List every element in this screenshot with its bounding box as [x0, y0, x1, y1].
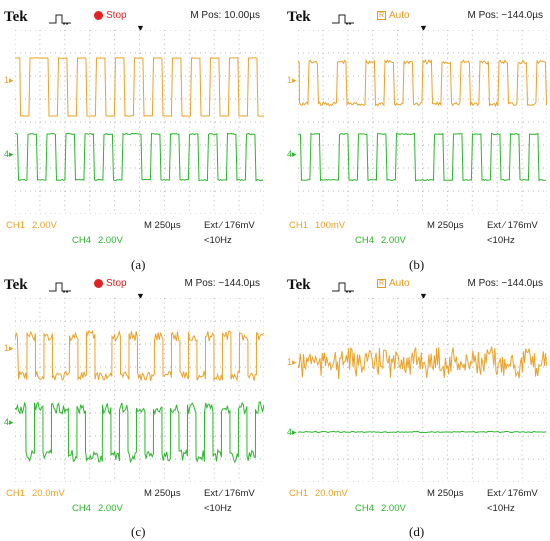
acquisition-status: Stop	[94, 278, 127, 289]
ch4-ground-marker: 4▸	[4, 149, 14, 159]
ch4-label: CH4	[355, 503, 375, 514]
run-mode-icon: R	[377, 11, 386, 20]
graticule	[15, 30, 264, 214]
panel-caption-b: (b)	[409, 257, 425, 272]
trigger-frequency: <10Hz	[487, 503, 515, 514]
trigger-position-arrow-icon: ▼	[419, 23, 428, 33]
ch1-scale: 20.0mV	[32, 488, 65, 499]
brand-logo: Tek	[4, 9, 28, 25]
ch1-trace	[298, 346, 547, 380]
horizontal-position: M Pos: 10.00µs	[190, 10, 260, 21]
ch4-trace	[15, 132, 264, 182]
brand-logo: Tek	[4, 277, 28, 293]
brand-logo: Tek	[287, 277, 311, 293]
waveform-display	[15, 298, 264, 482]
acquisition-status: R Auto	[377, 10, 410, 21]
ch4-label: CH4	[355, 235, 375, 246]
timebase: M 250µs	[144, 488, 181, 499]
ch4-ground-marker: 4▸	[287, 427, 297, 437]
panel-caption-a: (a)	[131, 257, 146, 272]
timebase: M 250µs	[144, 220, 181, 231]
horizontal-position: M Pos: −144.0µs	[184, 278, 260, 289]
ch1-ground-marker: 1▸	[287, 357, 297, 367]
ch1-label: CH1	[6, 488, 26, 499]
graticule	[298, 30, 547, 214]
ch1-label: CH1	[6, 220, 26, 231]
trigger-pulse-icon	[332, 280, 354, 293]
scope-panel-b: Tek R Auto M Pos: −144.0µs ▼ 1▸ 4▸ CH1 100mV CH4 2…	[285, 6, 547, 260]
ch4-ground-marker: 4▸	[287, 149, 297, 159]
status-text: Auto	[389, 10, 410, 21]
scope-header: Tek R Auto M Pos: −144.0µs	[285, 6, 547, 28]
ch1-trace	[15, 57, 264, 117]
trigger-position-arrow-icon: ▼	[136, 23, 145, 33]
ch4-trace	[15, 401, 264, 464]
trigger-readout: Ext ∕ 176mV	[487, 220, 538, 231]
waveform-display	[298, 298, 547, 482]
trigger-readout: Ext ∕ 176mV	[487, 488, 538, 499]
waveform-display	[298, 30, 547, 214]
scope-panel-a: Tek Stop M Pos: 10.00µs ▼ 1▸ 4▸ CH1 2.00V CH4 2.0…	[2, 6, 264, 260]
run-mode-icon: R	[377, 279, 386, 288]
trigger-readout: Ext ∕ 176mV	[204, 220, 255, 231]
ch1-ground-marker: 1▸	[4, 75, 14, 85]
trigger-pulse-icon	[332, 12, 354, 25]
scope-header: Tek R Auto M Pos: −144.0µs	[285, 274, 547, 296]
trigger-position-arrow-icon: ▼	[136, 291, 145, 301]
ch1-trace	[298, 58, 547, 108]
graticule	[15, 298, 264, 482]
scope-header: Tek Stop M Pos: 10.00µs	[2, 6, 264, 28]
ch4-trace	[298, 132, 547, 182]
ch1-label: CH1	[289, 220, 309, 231]
horizontal-position: M Pos: −144.0µs	[467, 10, 543, 21]
trigger-frequency: <10Hz	[487, 235, 515, 246]
ch4-label: CH4	[72, 503, 92, 514]
status-text: Stop	[106, 10, 127, 21]
scope-panel-d: Tek R Auto M Pos: −144.0µs ▼ 1▸ 4▸ CH1 20.0mV CH4…	[285, 274, 547, 528]
ch4-trace	[298, 430, 547, 434]
panel-caption-d: (d)	[409, 524, 425, 539]
horizontal-position: M Pos: −144.0µs	[467, 278, 543, 289]
ch1-ground-marker: 1▸	[287, 75, 297, 85]
record-dot-icon	[94, 279, 103, 288]
scope-header: Tek Stop M Pos: −144.0µs	[2, 274, 264, 296]
record-dot-icon	[94, 11, 103, 20]
trigger-pulse-icon	[49, 12, 71, 25]
ch4-label: CH4	[72, 235, 92, 246]
timebase: M 250µs	[427, 488, 464, 499]
waveform-screen	[15, 298, 264, 482]
acquisition-status: R Auto	[377, 278, 410, 289]
trigger-pulse-icon	[49, 280, 71, 293]
ch1-scale: 100mV	[315, 220, 346, 231]
trigger-frequency: <10Hz	[204, 503, 232, 514]
waveform-screen	[298, 30, 547, 214]
ch1-trace	[15, 329, 264, 382]
brand-logo: Tek	[287, 9, 311, 25]
ch1-scale: 20.0mV	[315, 488, 348, 499]
ch4-scale: 2.00V	[381, 503, 406, 514]
acquisition-status: Stop	[94, 10, 127, 21]
ch1-ground-marker: 1▸	[4, 343, 14, 353]
timebase: M 250µs	[427, 220, 464, 231]
trigger-frequency: <10Hz	[204, 235, 232, 246]
trigger-position-arrow-icon: ▼	[419, 291, 428, 301]
graticule	[298, 298, 547, 482]
ch4-ground-marker: 4▸	[4, 417, 14, 427]
scope-panel-c: Tek Stop M Pos: −144.0µs ▼ 1▸ 4▸ CH1 20.0mV CH4 2…	[2, 274, 264, 528]
waveform-display	[15, 30, 264, 214]
ch1-scale: 2.00V	[32, 220, 57, 231]
status-text: Stop	[106, 278, 127, 289]
ch4-scale: 2.00V	[98, 235, 123, 246]
panel-caption-c: (c)	[131, 524, 146, 539]
waveform-screen	[15, 30, 264, 214]
ch1-label: CH1	[289, 488, 309, 499]
trigger-readout: Ext ∕ 176mV	[204, 488, 255, 499]
waveform-screen	[298, 298, 547, 482]
status-text: Auto	[389, 278, 410, 289]
ch4-scale: 2.00V	[98, 503, 123, 514]
ch4-scale: 2.00V	[381, 235, 406, 246]
